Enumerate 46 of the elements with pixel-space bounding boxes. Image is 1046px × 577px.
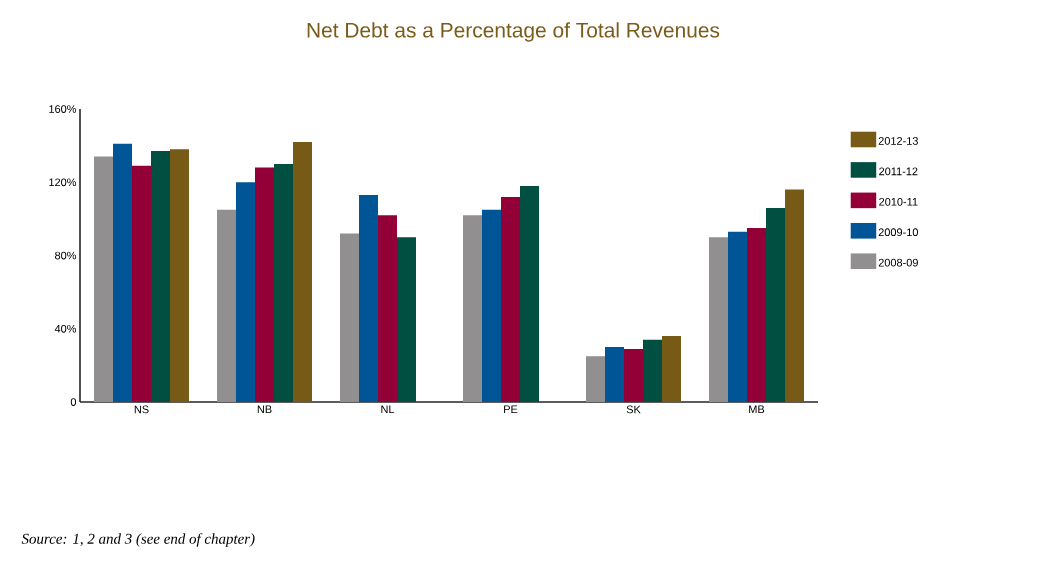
- bar: [709, 237, 728, 402]
- bar: [151, 151, 170, 402]
- bar: [624, 348, 643, 402]
- bar: [643, 339, 662, 402]
- x-tick-label: NB: [257, 405, 272, 414]
- source-note: Source: 1, 2 and 3 (see end of chapter): [21, 533, 255, 547]
- bar: [586, 356, 605, 402]
- bar: [113, 143, 132, 402]
- bar: [236, 182, 255, 402]
- bar: [766, 207, 785, 402]
- x-tick-label: NS: [134, 405, 149, 414]
- bar: [217, 209, 236, 402]
- bar: [605, 347, 624, 402]
- legend-label: 2010-11: [879, 197, 918, 206]
- y-tick-label: 80%: [55, 251, 77, 260]
- x-tick-label: MB: [749, 405, 765, 414]
- bar: [463, 215, 482, 402]
- legend-label: 2011-12: [879, 167, 918, 176]
- bar: [340, 233, 359, 402]
- y-tick-label: 120%: [49, 178, 77, 187]
- bar: [378, 215, 397, 402]
- bar: [274, 163, 293, 402]
- bar: [501, 196, 520, 402]
- y-tick-label: 0: [70, 398, 77, 406]
- bar: [747, 228, 766, 402]
- bar: [785, 189, 804, 402]
- bar: [359, 195, 378, 402]
- chart-title: Net Debt as a Percentage of Total Revenues: [307, 22, 720, 42]
- bar: [728, 231, 747, 402]
- bar: [94, 156, 113, 402]
- bar: [293, 141, 312, 402]
- y-tick-label: 40%: [54, 324, 77, 333]
- bar: [397, 237, 416, 402]
- y-tick-label: 160%: [49, 105, 77, 113]
- legend-label: 2009-10: [878, 228, 918, 237]
- bar: [170, 149, 189, 402]
- x-tick-label: SK: [626, 405, 641, 414]
- bar: [132, 165, 151, 402]
- x-tick-label: NL: [381, 405, 395, 414]
- bar: [520, 185, 539, 402]
- bar: [255, 167, 274, 402]
- x-tick-label: PE: [504, 405, 518, 414]
- legend-label: 2012-13: [878, 137, 918, 145]
- legend-label: 2008-09: [878, 258, 918, 267]
- bar: [662, 336, 681, 402]
- bar: [482, 209, 501, 402]
